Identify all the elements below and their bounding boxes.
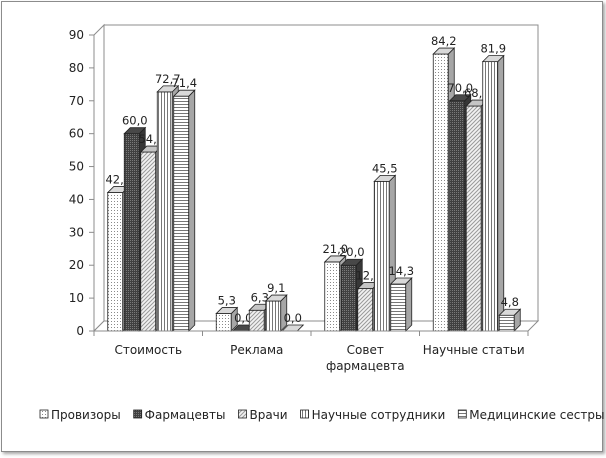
legend-swatch: [134, 410, 142, 418]
bar: [174, 90, 195, 331]
data-label: 0,0: [284, 311, 302, 325]
legend-label: Фармацевты: [145, 408, 226, 422]
y-tick-label: 90: [69, 28, 84, 42]
bar-front: [450, 101, 465, 331]
bar-side: [498, 56, 504, 331]
data-label: 9,1: [267, 281, 285, 295]
legend-item: Научные сотрудники: [301, 408, 446, 422]
legend-label: Научные сотрудники: [312, 408, 446, 422]
legend-item: Фармацевты: [134, 408, 226, 422]
legend-item: Медицинские сестры: [458, 408, 604, 422]
bar-front: [341, 265, 356, 331]
bar-front: [483, 62, 498, 331]
legend-item: Врачи: [238, 408, 287, 422]
bar-front: [216, 314, 231, 331]
data-label: 4,8: [501, 295, 519, 309]
legend-label: Медицинские сестры: [469, 408, 604, 422]
data-label: 45,5: [372, 161, 398, 175]
data-label: 14,3: [388, 264, 414, 278]
bar-front: [108, 193, 123, 331]
bar-front: [433, 54, 448, 331]
x-category-label: Стоимость: [114, 343, 182, 357]
side-wall: [94, 25, 104, 331]
bar-front: [325, 262, 340, 331]
bar-front: [157, 92, 172, 331]
bar-front: [141, 152, 156, 331]
bar-front: [174, 96, 189, 331]
data-label: 84,2: [431, 34, 457, 48]
bar-front: [266, 301, 281, 331]
x-category-label: Научные статьи: [423, 343, 525, 357]
y-tick-label: 50: [69, 160, 84, 174]
legend-label: Провизоры: [51, 408, 121, 422]
bar-front: [466, 106, 481, 331]
bar: [499, 309, 520, 331]
legend-item: Провизоры: [40, 408, 121, 422]
bar-front: [249, 310, 264, 331]
y-axis: 0 10 20 30 40 50 60 70 80 90: [69, 28, 94, 338]
legend-label: Врачи: [249, 408, 287, 422]
bar-front: [124, 134, 139, 331]
y-tick-label: 0: [76, 324, 84, 338]
data-label: 60,0: [122, 114, 148, 128]
y-tick-label: 30: [69, 225, 84, 239]
data-label: 5,3: [218, 294, 236, 308]
y-tick-label: 80: [69, 61, 84, 75]
y-tick-label: 20: [69, 258, 84, 272]
bar: [483, 56, 504, 331]
data-label: 81,9: [480, 42, 506, 56]
y-tick-label: 40: [69, 192, 84, 206]
bar-front: [358, 289, 373, 331]
legend-swatch: [238, 410, 246, 418]
legend: Провизоры Фармацевты Врачи Научные сотрудни…: [40, 408, 604, 422]
bar-side: [406, 278, 412, 331]
bar-front: [391, 284, 406, 331]
bar-front: [499, 315, 514, 331]
data-label: 71,4: [171, 76, 197, 90]
legend-swatch: [40, 410, 48, 418]
y-tick-label: 10: [69, 291, 84, 305]
x-category-label: Реклама: [230, 343, 283, 357]
y-tick-label: 60: [69, 127, 84, 141]
y-tick-label: 70: [69, 94, 84, 108]
bar-side: [189, 90, 195, 331]
bar: [391, 278, 412, 331]
legend-swatch: [301, 410, 309, 418]
bar-front: [374, 181, 389, 331]
data-label: 20,0: [339, 245, 365, 259]
legend-swatch: [458, 410, 466, 418]
